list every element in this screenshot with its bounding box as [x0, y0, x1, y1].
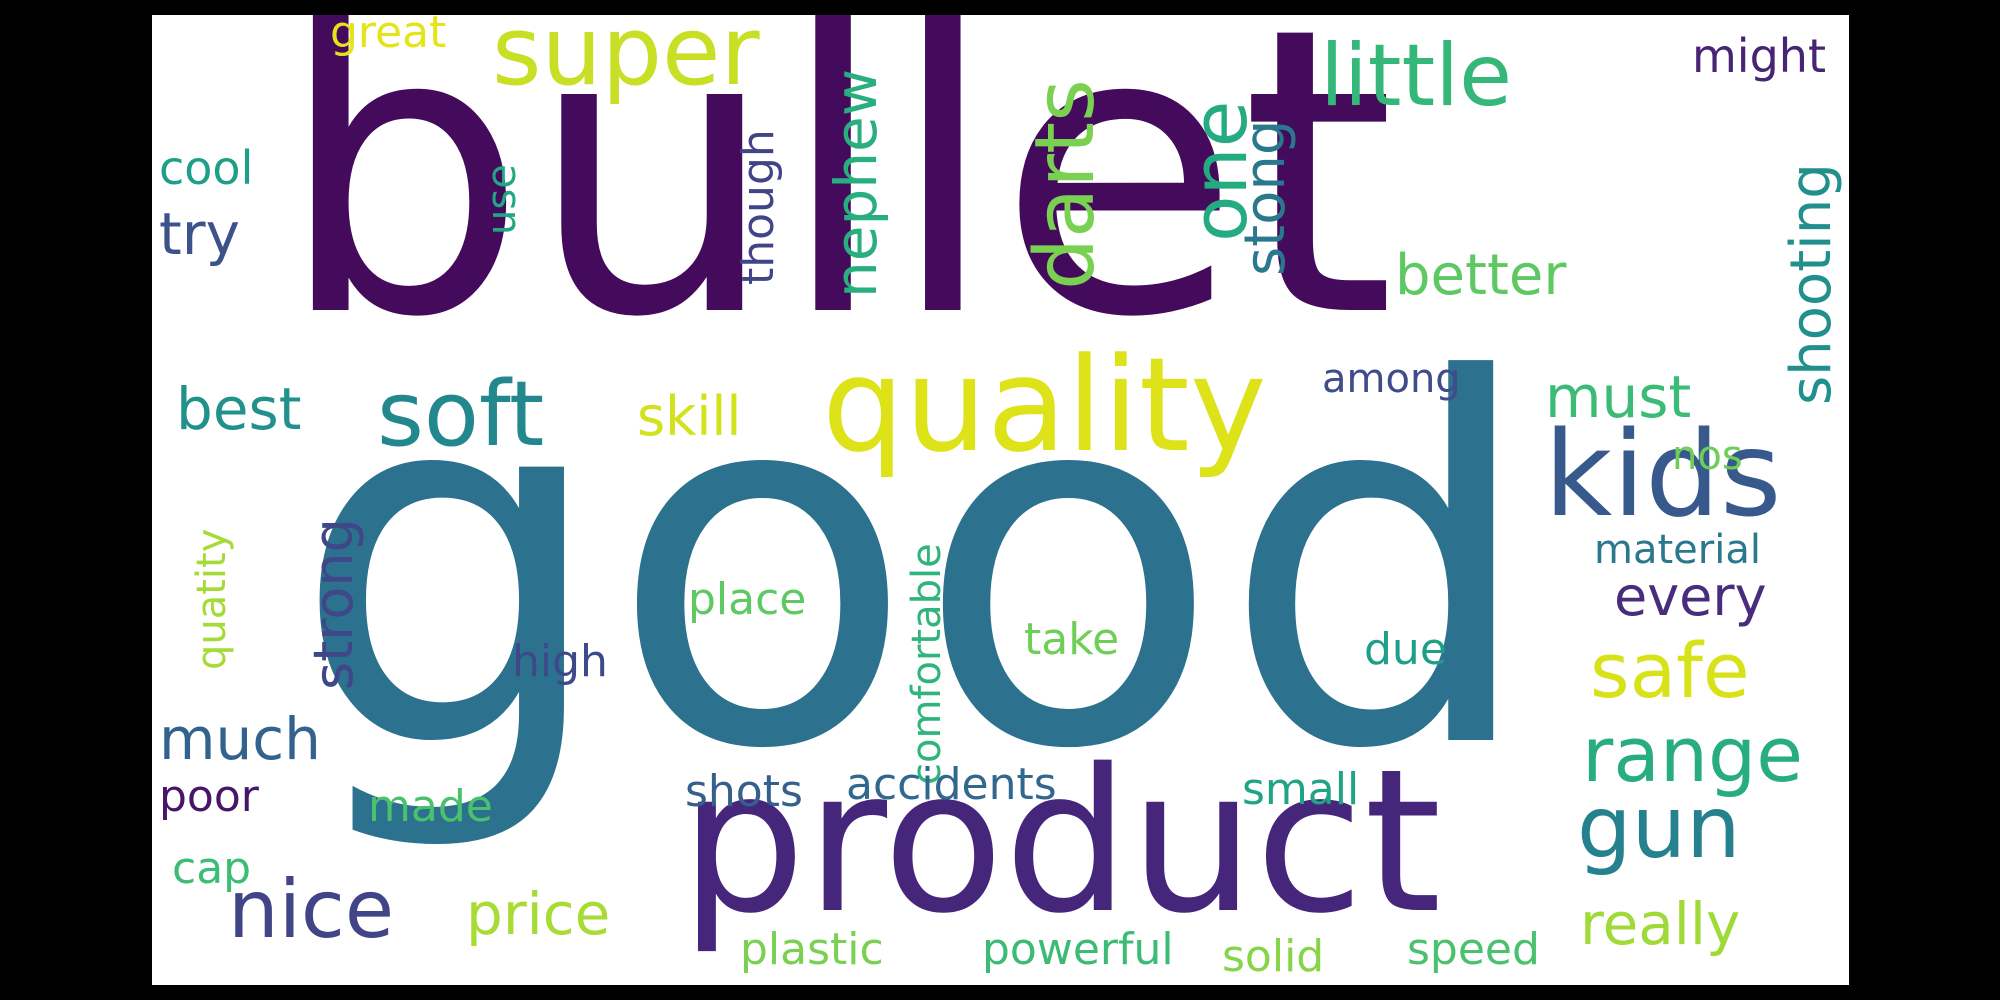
- word-though: though: [733, 129, 784, 285]
- word-cap: cap: [172, 843, 252, 894]
- word-due: due: [1364, 624, 1447, 675]
- word-great: great: [330, 15, 447, 58]
- word-accidents: accidents: [846, 759, 1057, 810]
- word-among: among: [1322, 356, 1461, 402]
- word-price: price: [466, 880, 611, 948]
- word-shooting: shooting: [1779, 163, 1844, 405]
- word-every: every: [1614, 565, 1767, 628]
- word-material: material: [1594, 527, 1761, 573]
- word-nos: nos: [1672, 433, 1743, 479]
- word-try: try: [159, 200, 240, 268]
- word-speed: speed: [1407, 924, 1540, 975]
- word-use: use: [479, 164, 525, 235]
- word-shots: shots: [685, 766, 803, 817]
- word-must: must: [1545, 363, 1692, 431]
- word-gun: gun: [1577, 778, 1741, 878]
- word-plastic: plastic: [740, 924, 884, 975]
- word-much: much: [159, 705, 321, 773]
- word-strong: strong: [302, 518, 365, 690]
- word-product: product: [680, 726, 1442, 957]
- word-bullet: bullet: [277, 15, 1396, 404]
- word-high: high: [512, 636, 608, 687]
- word-made: made: [368, 781, 493, 832]
- word-quality: quality: [822, 329, 1267, 481]
- word-better: better: [1395, 243, 1567, 308]
- word-stong: stong: [1233, 119, 1298, 276]
- word-nice: nice: [228, 863, 395, 956]
- word-take: take: [1024, 614, 1120, 665]
- word-soft: soft: [377, 362, 545, 467]
- word-poor: poor: [159, 771, 259, 822]
- word-good: good: [292, 276, 1539, 858]
- word-small: small: [1242, 764, 1360, 815]
- word-little: little: [1320, 26, 1513, 126]
- word-really: really: [1580, 890, 1741, 958]
- word-safe: safe: [1590, 626, 1750, 715]
- word-darts: darts: [1018, 79, 1113, 290]
- word-powerful: powerful: [982, 924, 1174, 975]
- word-might: might: [1692, 29, 1826, 83]
- word-cool: cool: [159, 141, 254, 195]
- word-cloud-canvas: bullet good product quality super soft k…: [152, 15, 1849, 985]
- word-solid: solid: [1222, 931, 1325, 982]
- word-skill: skill: [637, 385, 742, 448]
- word-comfortable: comfortable: [904, 543, 950, 785]
- word-place: place: [688, 574, 807, 625]
- word-nephew: nephew: [822, 68, 890, 298]
- word-best: best: [176, 375, 302, 443]
- word-quatity: quatity: [189, 528, 235, 670]
- word-super: super: [492, 15, 760, 107]
- word-range: range: [1582, 710, 1803, 799]
- word-kids: kids: [1544, 405, 1782, 543]
